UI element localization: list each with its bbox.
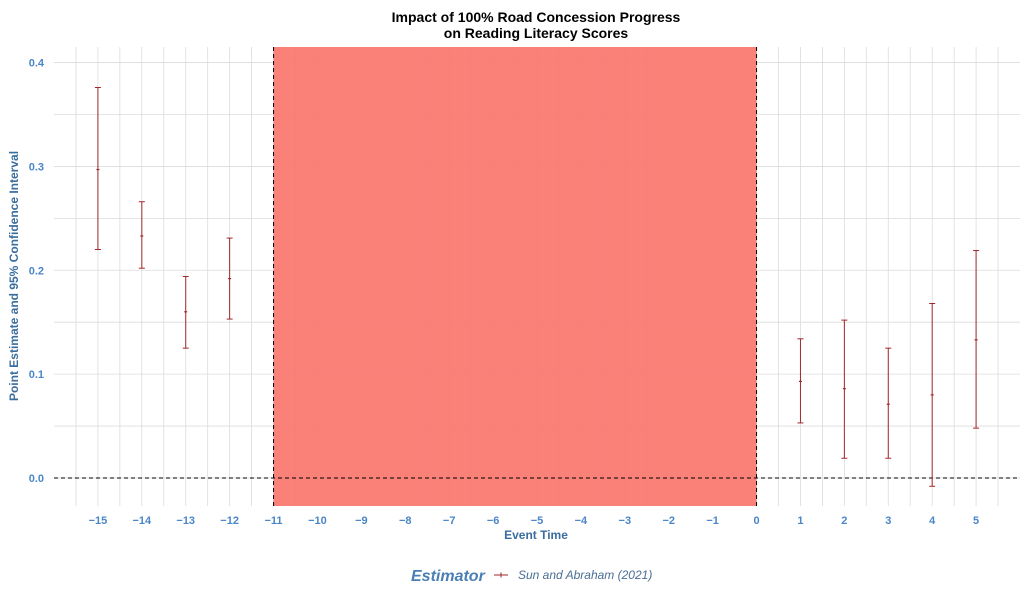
error-bar-group [226, 237, 233, 320]
y-tick-label: 0.0 [29, 473, 44, 485]
x-tick-label: −7 [443, 515, 456, 527]
x-tick-label: −2 [662, 515, 675, 527]
reference-lines [54, 47, 1020, 506]
x-tick-label: −8 [399, 515, 412, 527]
x-tick-label: −1 [706, 515, 719, 527]
shaded-region-layer [273, 47, 757, 506]
legend-title: Estimator [411, 568, 486, 585]
x-tick-label: −4 [575, 515, 588, 527]
x-tick-label: 5 [973, 515, 979, 527]
error-bar-group [929, 303, 936, 487]
error-bar-group [973, 250, 980, 429]
chart-title-line2: on Reading Literacy Scores [444, 25, 629, 41]
x-tick-label: −15 [89, 515, 108, 527]
legend-key [494, 572, 508, 578]
x-tick-label: −10 [308, 515, 327, 527]
x-tick-label: 3 [885, 515, 891, 527]
error-bar-group [138, 201, 145, 269]
x-tick-label: 0 [753, 515, 759, 527]
x-axis-label: Event Time [504, 528, 568, 542]
x-tick-label: −9 [355, 515, 368, 527]
error-bar-group [94, 87, 101, 250]
x-tick-label: −5 [531, 515, 544, 527]
y-tick-label: 0.2 [29, 265, 44, 277]
x-tick-label: −3 [619, 515, 632, 527]
y-tick-label: 0.3 [29, 161, 44, 173]
legend: Estimator Sun and Abraham (2021) [411, 568, 652, 585]
x-tick-labels: −15 −14 −13 −12 −11 −10 −9 −8 −7 −6 −5 −4 −3 −2 −1 0 1 2 3… [89, 515, 980, 527]
x-tick-label: 2 [841, 515, 847, 527]
error-bar-group [841, 319, 848, 459]
chart-title-line1: Impact of 100% Road Concession Progress [392, 9, 681, 25]
x-tick-label: −13 [176, 515, 195, 527]
x-tick-label: −12 [220, 515, 239, 527]
x-tick-label: 4 [929, 515, 936, 527]
error-bar-group [182, 276, 189, 349]
x-tick-label: 1 [797, 515, 803, 527]
x-tick-label: −6 [487, 515, 500, 527]
y-tick-labels: 0.0 0.1 0.2 0.3 0.4 [29, 58, 45, 485]
shaded-region [273, 47, 757, 506]
legend-label: Sun and Abraham (2021) [518, 568, 652, 582]
y-tick-label: 0.1 [29, 369, 44, 381]
error-bar-group [797, 338, 804, 424]
y-tick-label: 0.4 [29, 58, 45, 70]
error-bars [94, 87, 980, 487]
error-bar-group [885, 347, 892, 459]
x-tick-label: −11 [265, 515, 283, 527]
y-axis-label: Point Estimate and 95% Confidence Interv… [7, 151, 21, 401]
x-tick-label: −14 [132, 515, 152, 527]
